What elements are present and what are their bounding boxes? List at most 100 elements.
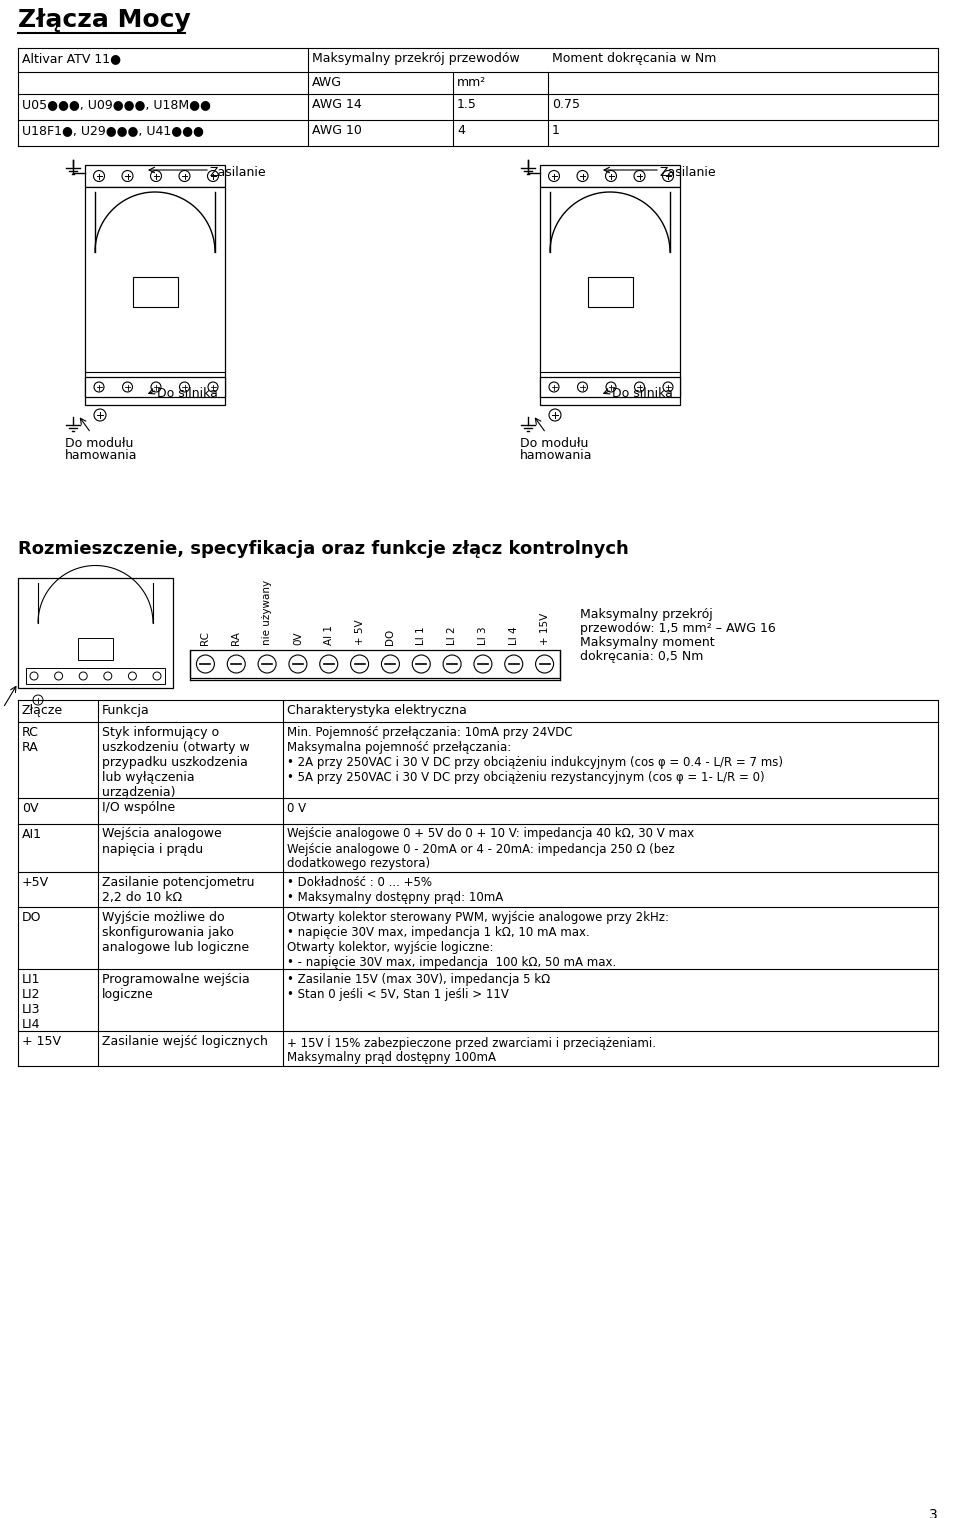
- Circle shape: [578, 383, 588, 392]
- Text: Do modułu: Do modułu: [520, 437, 588, 449]
- Bar: [588, 276, 633, 307]
- Circle shape: [663, 383, 673, 392]
- Bar: [18, 578, 173, 688]
- Text: LI 2: LI 2: [447, 627, 457, 645]
- Bar: [85, 187, 225, 405]
- Text: 0V: 0V: [293, 631, 303, 645]
- Circle shape: [153, 672, 161, 680]
- Circle shape: [381, 654, 399, 672]
- Text: 0 V: 0 V: [287, 802, 306, 815]
- Circle shape: [320, 654, 338, 672]
- Circle shape: [79, 672, 87, 680]
- Text: Zasilanie: Zasilanie: [210, 165, 267, 179]
- Text: + 5V: + 5V: [354, 619, 365, 645]
- Text: Zasilanie: Zasilanie: [660, 165, 716, 179]
- Text: hamowania: hamowania: [520, 449, 592, 461]
- Text: AI 1: AI 1: [324, 625, 334, 645]
- Circle shape: [444, 654, 461, 672]
- Text: 0V: 0V: [22, 802, 38, 815]
- Text: + 15V: + 15V: [540, 613, 549, 645]
- Text: dokręcania: 0,5 Nm: dokręcania: 0,5 Nm: [580, 650, 704, 663]
- Text: RC: RC: [201, 631, 210, 645]
- Text: + 15V: + 15V: [22, 1035, 61, 1047]
- Text: AWG 14: AWG 14: [312, 99, 362, 111]
- Circle shape: [55, 672, 62, 680]
- Text: Moment dokręcania w Nm: Moment dokręcania w Nm: [552, 52, 716, 65]
- Text: Wyjście możliwe do
skonfigurowania jako
analogowe lub logiczne: Wyjście możliwe do skonfigurowania jako …: [102, 911, 250, 953]
- Text: Złącze: Złącze: [22, 704, 63, 716]
- Circle shape: [505, 654, 523, 672]
- Text: nie używany: nie używany: [262, 580, 272, 645]
- Circle shape: [549, 383, 559, 392]
- Text: 0.75: 0.75: [552, 99, 580, 111]
- Text: Maksymalny przekrój przewodów: Maksymalny przekrój przewodów: [312, 52, 519, 65]
- Circle shape: [180, 383, 189, 392]
- Text: 4: 4: [457, 124, 465, 137]
- Circle shape: [228, 654, 245, 672]
- Text: Maksymalny moment: Maksymalny moment: [580, 636, 714, 650]
- Circle shape: [577, 170, 588, 182]
- Circle shape: [474, 654, 492, 672]
- Text: • Dokładność : 0 ... +5%
• Maksymalny dostępny prąd: 10mA: • Dokładność : 0 ... +5% • Maksymalny do…: [287, 876, 503, 905]
- Text: DO: DO: [22, 911, 41, 924]
- Bar: [540, 165, 680, 187]
- Circle shape: [129, 672, 136, 680]
- Text: +5V: +5V: [22, 876, 49, 890]
- Circle shape: [30, 672, 38, 680]
- Text: Min. Pojemność przełączania: 10mA przy 24VDC
Maksymalna pojemność przełączania:
: Min. Pojemność przełączania: 10mA przy 2…: [287, 726, 783, 783]
- Circle shape: [258, 654, 276, 672]
- Text: AI1: AI1: [22, 827, 42, 841]
- Circle shape: [289, 654, 307, 672]
- Text: AWG: AWG: [312, 76, 342, 90]
- Circle shape: [94, 408, 106, 420]
- Circle shape: [350, 654, 369, 672]
- Text: Rozmieszczenie, specyfikacja oraz funkcje złącz kontrolnych: Rozmieszczenie, specyfikacja oraz funkcj…: [18, 540, 629, 559]
- Text: 3: 3: [929, 1507, 938, 1518]
- Text: 1: 1: [552, 124, 560, 137]
- Text: hamowania: hamowania: [65, 449, 137, 461]
- Circle shape: [635, 383, 644, 392]
- Bar: [85, 165, 225, 187]
- Circle shape: [606, 383, 616, 392]
- Text: Otwarty kolektor sterowany PWM, wyjście analogowe przy 2kHz:
• napięcie 30V max,: Otwarty kolektor sterowany PWM, wyjście …: [287, 911, 669, 968]
- Text: Do silnika: Do silnika: [157, 387, 218, 401]
- Text: Styk informujący o
uszkodzeniu (otwarty w
przypadku uszkodzenia
lub wyłączenia
u: Styk informujący o uszkodzeniu (otwarty …: [102, 726, 250, 798]
- Text: mm²: mm²: [457, 76, 487, 90]
- Circle shape: [151, 170, 161, 182]
- Circle shape: [197, 654, 214, 672]
- Bar: [78, 638, 113, 660]
- Text: RC
RA: RC RA: [22, 726, 38, 754]
- Text: U18F1●, U29●●●, U41●●●: U18F1●, U29●●●, U41●●●: [22, 124, 204, 137]
- Circle shape: [412, 654, 430, 672]
- Circle shape: [606, 170, 616, 182]
- Circle shape: [662, 170, 674, 182]
- Circle shape: [634, 170, 645, 182]
- Circle shape: [548, 170, 560, 182]
- Text: LI1
LI2
LI3
LI4: LI1 LI2 LI3 LI4: [22, 973, 40, 1031]
- Text: LI 3: LI 3: [478, 627, 488, 645]
- Text: 1.5: 1.5: [457, 99, 477, 111]
- Circle shape: [536, 654, 554, 672]
- Text: Do silnika: Do silnika: [612, 387, 673, 401]
- Bar: [540, 187, 680, 405]
- Circle shape: [33, 695, 43, 704]
- Bar: [133, 276, 178, 307]
- Text: Wejścia analogowe
napięcia i prądu: Wejścia analogowe napięcia i prądu: [102, 827, 222, 856]
- Text: Maksymalny przekrój: Maksymalny przekrój: [580, 609, 712, 621]
- Text: Do modułu: Do modułu: [65, 437, 133, 449]
- Circle shape: [208, 383, 218, 392]
- Circle shape: [122, 170, 133, 182]
- Text: • Zasilanie 15V (max 30V), impedancja 5 kΩ
• Stan 0 jeśli < 5V, Stan 1 jeśli > 1: • Zasilanie 15V (max 30V), impedancja 5 …: [287, 973, 550, 1000]
- Text: LI 4: LI 4: [509, 627, 518, 645]
- Bar: [540, 376, 680, 398]
- Text: Programowalne wejścia
logiczne: Programowalne wejścia logiczne: [102, 973, 250, 1000]
- Text: Zasilanie wejść logicznych: Zasilanie wejść logicznych: [102, 1035, 268, 1047]
- Bar: [85, 376, 225, 398]
- Circle shape: [207, 170, 219, 182]
- Circle shape: [123, 383, 132, 392]
- Circle shape: [104, 672, 111, 680]
- Text: Altivar ATV 11●: Altivar ATV 11●: [22, 52, 121, 65]
- Text: Funkcja: Funkcja: [102, 704, 150, 716]
- Text: przewodów: 1,5 mm² – AWG 16: przewodów: 1,5 mm² – AWG 16: [580, 622, 776, 635]
- Text: LI 1: LI 1: [417, 627, 426, 645]
